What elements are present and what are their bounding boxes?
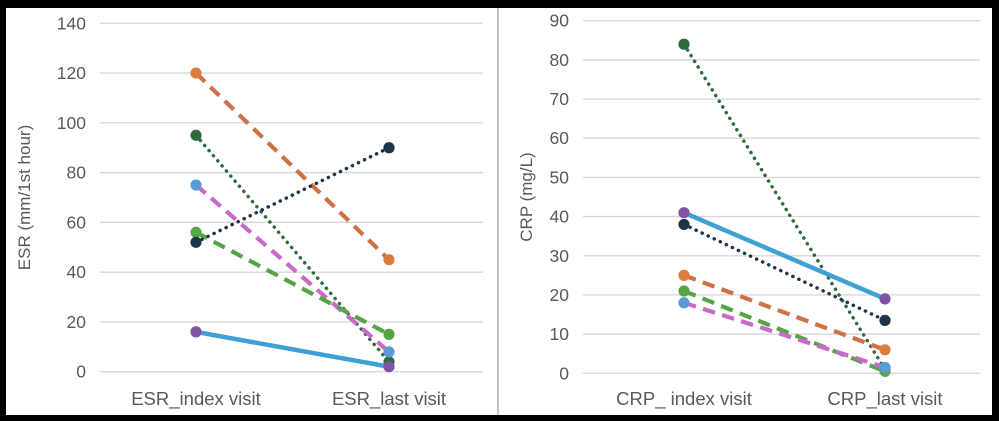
y-tick-label: 40: [550, 207, 570, 227]
data-point-patient-magenta: [678, 297, 690, 309]
data-point-patient-darkgreen: [190, 129, 202, 141]
series-line-patient-navy: [194, 145, 391, 245]
data-point-patient-orange: [879, 344, 891, 356]
series-line-patient-skyblue: [683, 210, 886, 301]
series-line-patient-green: [683, 289, 886, 374]
data-point-patient-navy: [879, 314, 891, 327]
series-line-patient-orange: [683, 273, 886, 352]
data-point-patient-magenta: [383, 346, 395, 358]
x-category-label: ESR_index visit: [131, 388, 261, 410]
x-category-label: ESR_last visit: [332, 388, 446, 410]
y-tick-label: 10: [550, 324, 570, 344]
series-line-patient-green: [195, 230, 390, 337]
data-point-patient-skyblue: [383, 361, 395, 373]
data-point-patient-orange: [383, 254, 395, 266]
data-point-patient-navy: [383, 142, 395, 154]
data-point-patient-orange: [190, 67, 202, 79]
y-axis-title: ESR (mm/1st hour): [15, 125, 34, 270]
x-category-label: CRP_ index visit: [616, 388, 752, 410]
y-tick-label: 70: [550, 89, 570, 109]
y-tick-label: 40: [67, 262, 87, 282]
crp-slope-chart: 0 10 20 30 40 50 60 70 80 90 CRP_ index visit CRP_l…: [517, 11, 980, 410]
series-line-patient-navy: [682, 222, 887, 323]
data-point-patient-navy: [678, 218, 690, 231]
y-tick-label: 140: [57, 13, 86, 33]
y-tick-label: 60: [67, 212, 87, 232]
series-line-patient-magenta: [683, 300, 886, 370]
data-point-patient-skyblue: [190, 326, 202, 338]
data-point-patient-magenta: [879, 361, 891, 374]
data-point-patient-green: [383, 328, 395, 340]
data-point-patient-skyblue: [678, 207, 690, 219]
y-tick-label: 90: [550, 11, 570, 31]
y-tick-label: 0: [559, 363, 569, 383]
y-tick-label: 100: [57, 113, 86, 133]
y-tick-label: 30: [550, 246, 570, 266]
series-line-patient-magenta: [194, 183, 391, 354]
y-tick-label: 0: [76, 362, 86, 382]
data-point-patient-orange: [678, 269, 690, 281]
data-point-patient-magenta: [190, 179, 202, 191]
panel-divider: [497, 8, 499, 415]
x-category-label: CRP_last visit: [827, 388, 942, 410]
y-tick-label: 80: [550, 50, 570, 70]
y-tick-label: 60: [550, 128, 570, 148]
series-line-patient-skyblue: [195, 329, 390, 369]
y-tick-label: 80: [67, 163, 87, 183]
y-tick-label: 20: [67, 312, 87, 332]
y-axis-title: CRP (mg/L): [517, 152, 536, 241]
data-point-patient-darkgreen: [678, 38, 690, 50]
series-line-patient-darkgreen: [194, 133, 391, 364]
series-line-patient-orange: [194, 71, 391, 262]
data-point-patient-green: [190, 226, 202, 238]
y-tick-label: 120: [57, 63, 86, 83]
esr-slope-chart: 0 20 40 60 80 100 120 140 ESR_index visit ESR_las…: [15, 13, 483, 410]
series-line-patient-darkgreen: [682, 42, 887, 372]
y-tick-label: 20: [550, 285, 570, 305]
data-point-patient-navy: [190, 236, 202, 248]
data-point-patient-skyblue: [879, 293, 891, 305]
data-point-patient-green: [678, 285, 690, 297]
y-tick-label: 50: [550, 167, 570, 187]
